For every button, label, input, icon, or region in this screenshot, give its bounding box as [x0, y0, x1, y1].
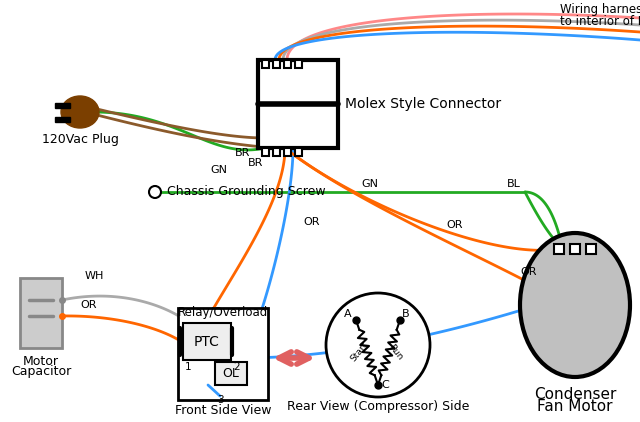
Text: C: C: [381, 380, 389, 390]
Bar: [586, 244, 596, 254]
Text: OR: OR: [303, 217, 319, 227]
Text: PTC: PTC: [194, 335, 220, 349]
Ellipse shape: [520, 233, 630, 377]
Circle shape: [149, 186, 161, 198]
Text: OL: OL: [223, 367, 239, 380]
Text: Molex Style Connector: Molex Style Connector: [345, 97, 501, 111]
Text: A: A: [344, 309, 352, 319]
Text: 1: 1: [185, 362, 191, 372]
Text: Wiring harness: Wiring harness: [560, 3, 640, 16]
Text: OR: OR: [520, 267, 536, 277]
Text: WH: WH: [85, 271, 104, 281]
Bar: [55, 103, 70, 108]
Bar: [258, 60, 338, 148]
Text: Start: Start: [349, 341, 369, 363]
Bar: [554, 244, 564, 254]
Text: BR: BR: [248, 158, 264, 168]
Text: Run: Run: [386, 342, 404, 362]
Bar: [284, 148, 291, 156]
Text: 2: 2: [233, 362, 239, 372]
Circle shape: [326, 293, 430, 397]
Bar: [262, 148, 269, 156]
Text: B: B: [402, 309, 410, 319]
Text: Rear View (Compressor) Side: Rear View (Compressor) Side: [287, 400, 469, 413]
Bar: [284, 60, 291, 68]
Bar: [178, 308, 268, 400]
Bar: [183, 323, 231, 360]
Text: Motor: Motor: [23, 355, 59, 368]
Bar: [570, 244, 580, 254]
Text: OR: OR: [447, 220, 463, 230]
Text: Condenser: Condenser: [534, 387, 616, 402]
Text: GN: GN: [210, 165, 227, 175]
Bar: [262, 60, 269, 68]
Text: Front Side View: Front Side View: [175, 404, 271, 417]
Text: Capacitor: Capacitor: [11, 365, 71, 378]
Text: to interior of Fridge: to interior of Fridge: [560, 16, 640, 29]
Text: BL: BL: [507, 179, 521, 189]
Bar: [295, 60, 302, 68]
Bar: [295, 148, 302, 156]
Text: OR: OR: [80, 300, 97, 310]
Text: Fan Motor: Fan Motor: [537, 399, 612, 414]
Bar: [55, 116, 70, 122]
Bar: [215, 362, 247, 385]
Bar: [273, 60, 280, 68]
Text: 120Vac Plug: 120Vac Plug: [42, 133, 118, 146]
Text: BR: BR: [235, 148, 250, 158]
Text: GN: GN: [362, 179, 378, 189]
Text: Chassis Grounding Screw: Chassis Grounding Screw: [167, 186, 326, 198]
Bar: [20, 278, 62, 348]
Bar: [273, 148, 280, 156]
Text: 3: 3: [217, 395, 223, 405]
Ellipse shape: [61, 96, 99, 128]
Text: Relay/Overload: Relay/Overload: [178, 306, 268, 319]
